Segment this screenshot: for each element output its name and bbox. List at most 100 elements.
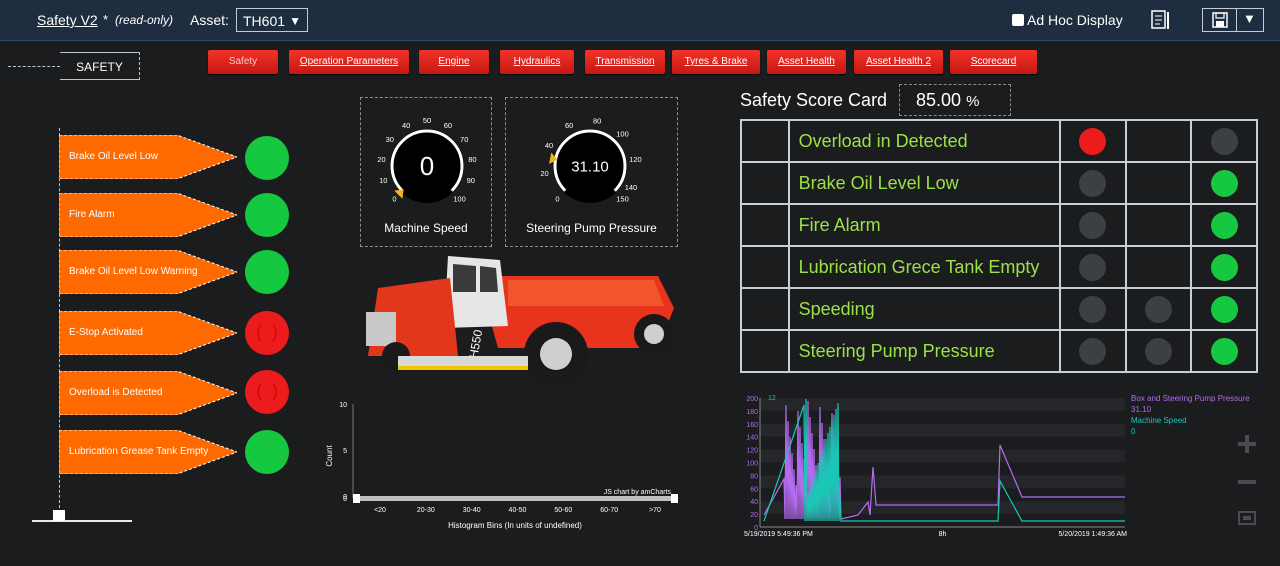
mining-truck-image: TH550 bbox=[358, 256, 678, 394]
fit-screen-icon[interactable] bbox=[1239, 512, 1255, 524]
gauge-tick-label: 100 bbox=[453, 195, 466, 204]
tab-safety[interactable]: Safety bbox=[208, 50, 278, 74]
scorecard-cell bbox=[1060, 162, 1126, 204]
scorecard-row-label: Speeding bbox=[789, 288, 1060, 330]
tab-asset-health-2[interactable]: Asset Health 2 bbox=[854, 50, 943, 74]
asset-label: Asset: bbox=[190, 12, 229, 28]
histogram-bin-label: 30-40 bbox=[463, 507, 481, 514]
alarm-label: E-Stop Activated bbox=[69, 311, 143, 355]
status-indicator bbox=[1079, 128, 1106, 155]
alarm-label: Overload is Detected bbox=[69, 371, 162, 415]
histogram-xlabel: Histogram Bins (In units of undefined) bbox=[448, 521, 582, 530]
alarm-item: Lubrication Grease Tank Empty bbox=[59, 430, 237, 474]
gauge-title: Machine Speed bbox=[361, 221, 491, 235]
tab-asset-health[interactable]: Asset Health bbox=[767, 50, 846, 74]
scorecard-cell bbox=[1126, 246, 1192, 288]
chevron-down-icon[interactable]: ▼ bbox=[1243, 11, 1256, 26]
scrollbar-handle-right[interactable] bbox=[671, 494, 678, 503]
scorecard-row: Speeding bbox=[741, 288, 1257, 330]
legend-series-name: Machine Speed bbox=[1131, 415, 1250, 426]
save-icon[interactable] bbox=[1212, 12, 1228, 28]
zoom-in-icon[interactable] bbox=[1238, 435, 1256, 453]
scorecard-score-value: 85.00 bbox=[916, 90, 961, 110]
alarm-status-indicator bbox=[245, 370, 289, 414]
chart-credit: JS chart by amCharts bbox=[604, 489, 672, 496]
y-tick-label: 40 bbox=[750, 499, 758, 506]
y-tick-label: 180 bbox=[746, 409, 758, 416]
alarm-item: Brake Oil Level Low bbox=[59, 135, 237, 179]
section-label-text: SAFETY bbox=[76, 60, 123, 74]
scorecard-cell bbox=[741, 330, 789, 372]
legend-series-value: 31.10 bbox=[1131, 404, 1250, 415]
save-button-group[interactable]: ▼ bbox=[1202, 8, 1264, 32]
gauge-tick-label: 20 bbox=[540, 169, 548, 178]
gauge-tick-label: 0 bbox=[555, 195, 559, 204]
histogram-bin-label: 40-50 bbox=[509, 507, 527, 514]
dashboard-title-link[interactable]: Safety V2 bbox=[37, 12, 98, 28]
scorecard-cell bbox=[1126, 330, 1192, 372]
histogram-ytick: 5 bbox=[343, 448, 347, 455]
alarm-label: Brake Oil Level Low Warning bbox=[69, 250, 198, 294]
alarm-status-indicator bbox=[245, 136, 289, 180]
tab-engine[interactable]: Engine bbox=[419, 50, 489, 74]
grid-band bbox=[760, 424, 1125, 437]
scorecard-cell bbox=[1126, 288, 1192, 330]
alarm-item: Fire Alarm bbox=[59, 193, 237, 237]
baseline bbox=[32, 520, 132, 522]
gauge-tick-label: 100 bbox=[616, 129, 629, 138]
y-tick-label: 80 bbox=[750, 473, 758, 480]
scrollbar-handle-left[interactable] bbox=[353, 494, 360, 503]
scorecard-row: Lubrication Grece Tank Empty bbox=[741, 246, 1257, 288]
status-indicator bbox=[1079, 170, 1106, 197]
histogram-ytick: 10 bbox=[339, 402, 347, 409]
status-indicator bbox=[1145, 338, 1172, 365]
histogram-scrollbar[interactable] bbox=[355, 496, 675, 501]
readonly-label: (read-only) bbox=[115, 13, 173, 27]
y-tick-label: 20 bbox=[750, 512, 758, 519]
gauge-tick-label: 40 bbox=[402, 121, 410, 130]
gauge-tick-label: 120 bbox=[629, 155, 642, 164]
scorecard-cell bbox=[1060, 288, 1126, 330]
status-indicator bbox=[1211, 128, 1238, 155]
scorecard-cell bbox=[1060, 204, 1126, 246]
scorecard-cell bbox=[741, 204, 789, 246]
asset-select-value: TH601 bbox=[243, 13, 285, 29]
status-indicator bbox=[1079, 254, 1106, 281]
alarm-status-indicator bbox=[245, 193, 289, 237]
status-indicator bbox=[1211, 338, 1238, 365]
tab-hydraulics[interactable]: Hydraulics bbox=[500, 50, 574, 74]
tab-transmission[interactable]: Transmission bbox=[585, 50, 665, 74]
modified-indicator: * bbox=[103, 12, 108, 27]
histogram-bin-label: >70 bbox=[649, 507, 661, 514]
zoom-out-icon[interactable] bbox=[1238, 480, 1256, 484]
trend-chart: 200180160140120100806040200125/19/2019 5… bbox=[740, 390, 1130, 540]
gauge-tick-label: 60 bbox=[444, 121, 452, 130]
histogram-bin-label: <20 bbox=[374, 507, 386, 514]
alarm-item: E-Stop Activated bbox=[59, 311, 237, 355]
scorecard-cell bbox=[1126, 204, 1192, 246]
asset-select[interactable]: TH601 ▼ bbox=[236, 8, 308, 32]
tab-operation-parameters[interactable]: Operation Parameters bbox=[289, 50, 409, 74]
y-tick-label: 160 bbox=[746, 422, 758, 429]
histogram-chart: Count 10 5 0 JS chart by amCharts <20 20-… bbox=[325, 398, 685, 533]
tab-tyres-brake[interactable]: Tyres & Brake bbox=[672, 50, 760, 74]
gauge-tick-label: 150 bbox=[616, 195, 629, 204]
x-tick-label: 5/20/2019 1:49:36 AM bbox=[1059, 531, 1128, 538]
gauge-tick-label: 80 bbox=[593, 117, 601, 126]
scorecard-cell bbox=[1060, 330, 1126, 372]
y-tick-label-right: 12 bbox=[768, 395, 776, 402]
gauge-tick-label: 20 bbox=[377, 155, 385, 164]
scorecard-row: Overload in Detected bbox=[741, 120, 1257, 162]
tab-scorecard[interactable]: Scorecard bbox=[950, 50, 1037, 74]
top-bar: Safety V2 * (read-only) Asset: TH601 ▼ A… bbox=[0, 0, 1280, 41]
adhoc-display-label: Ad Hoc Display bbox=[1027, 12, 1123, 28]
edit-document-icon[interactable] bbox=[1151, 9, 1171, 31]
connector-line bbox=[8, 66, 60, 67]
y-tick-label: 200 bbox=[746, 396, 758, 403]
adhoc-display-button[interactable]: Ad Hoc Display bbox=[1012, 12, 1123, 28]
scorecard-title: Safety Score Card bbox=[740, 90, 887, 111]
histogram-ylabel: Count bbox=[325, 445, 334, 467]
scorecard-cell bbox=[741, 120, 789, 162]
y-tick-label: 100 bbox=[746, 461, 758, 468]
legend-series-name: Box and Steering Pump Pressure bbox=[1131, 393, 1250, 404]
